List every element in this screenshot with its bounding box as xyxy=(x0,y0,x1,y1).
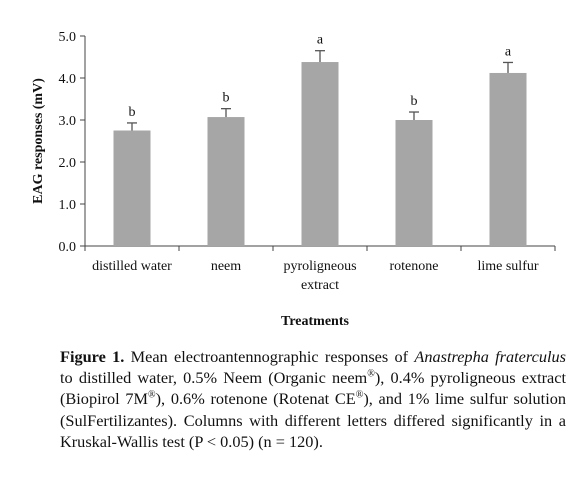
y-tick-label: 0.0 xyxy=(59,240,77,255)
bar xyxy=(301,62,339,246)
caption-text-3: ), 0.4% pyroligneous extract (Biopirol 7… xyxy=(60,368,567,409)
bar-chart: 0.0 1.0 2.0 3.0 4.0 5.0 b distilled water b neem a… xyxy=(31,30,556,329)
y-tick-label: 2.0 xyxy=(59,156,77,171)
significance-letter: b xyxy=(129,105,136,120)
category-label: distilled water xyxy=(92,259,172,274)
significance-letter: a xyxy=(317,33,324,48)
category-label: pyroligneous xyxy=(283,259,356,274)
caption-text-1: Mean electroantennographic responses of xyxy=(124,347,415,366)
significance-letter: a xyxy=(505,44,512,59)
category-label: neem xyxy=(211,259,241,274)
caption-label: Figure 1. xyxy=(60,347,125,366)
caption-text-5: ), and 1% lime sulfur solution (SulFerti… xyxy=(60,389,566,451)
significance-letter: b xyxy=(223,91,230,106)
registered-mark-1: ® xyxy=(367,368,375,380)
category-label: lime sulfur xyxy=(477,259,538,274)
category-label: rotenone xyxy=(390,259,439,274)
y-tick-label: 4.0 xyxy=(59,72,77,87)
y-tick-label: 5.0 xyxy=(59,30,77,45)
y-tick-label: 3.0 xyxy=(59,114,77,129)
caption-text-4: ), 0.6% rotenone (Rotenat CE xyxy=(155,389,356,409)
caption-species: Anastrepha fraterculus xyxy=(414,347,566,366)
bar xyxy=(113,130,151,246)
bar xyxy=(395,120,433,246)
registered-mark-2: ® xyxy=(148,389,156,401)
y-axis-title: EAG responses (mV) xyxy=(31,78,46,204)
bar xyxy=(207,117,245,246)
registered-mark-3: ® xyxy=(355,389,364,401)
category-label: extract xyxy=(301,278,339,293)
caption-text-2: to distilled water, 0.5% Neem (Organic n… xyxy=(60,368,368,388)
significance-letter: b xyxy=(411,94,418,109)
x-axis-title: Treatments xyxy=(281,314,349,329)
y-tick-label: 1.0 xyxy=(59,198,77,213)
figure-caption: Figure 1. Mean electroantennographic res… xyxy=(60,346,566,452)
bar xyxy=(489,72,527,247)
